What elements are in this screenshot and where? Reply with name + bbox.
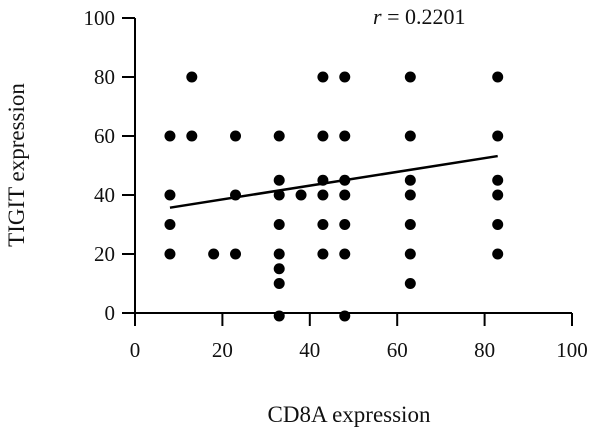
- y-tick-label: 40: [94, 183, 115, 207]
- x-tick-label: 0: [130, 338, 141, 362]
- data-point: [492, 174, 504, 186]
- y-tick-label: 80: [94, 65, 115, 89]
- data-point: [186, 130, 198, 142]
- data-point: [186, 71, 198, 83]
- data-point: [208, 248, 220, 260]
- trendline-group: [169, 154, 498, 209]
- x-ticks: 0 20 40 60 80 100: [130, 313, 588, 362]
- data-point: [339, 130, 351, 142]
- data-point: [317, 219, 329, 230]
- trendline: [169, 154, 498, 209]
- x-tick-label: 80: [474, 338, 495, 362]
- data-point: [230, 130, 242, 142]
- y-tick-label: 100: [84, 6, 116, 30]
- data-point: [339, 174, 351, 186]
- data-point: [492, 71, 504, 83]
- data-point: [492, 189, 504, 201]
- y-tick-label: 0: [105, 301, 116, 325]
- data-point: [317, 248, 329, 260]
- correlation-symbol: r: [373, 4, 382, 29]
- data-point: [339, 71, 351, 83]
- data-point: [404, 278, 416, 289]
- data-point: [339, 310, 351, 322]
- x-tick-label: 40: [299, 338, 320, 362]
- data-point: [404, 248, 416, 260]
- data-point: [404, 130, 416, 142]
- data-points: [164, 71, 504, 322]
- data-point: [339, 219, 351, 230]
- data-point: [404, 174, 416, 186]
- correlation-annotation: r = 0.2201: [373, 4, 465, 29]
- data-point: [230, 189, 242, 201]
- data-point: [492, 248, 504, 260]
- x-tick-label: 20: [212, 338, 233, 362]
- data-point: [164, 130, 176, 142]
- data-point: [317, 174, 329, 186]
- data-point: [164, 189, 176, 201]
- y-ticks: 0 20 40 60 80 100: [84, 6, 135, 325]
- data-point: [404, 189, 416, 201]
- data-point: [273, 278, 285, 289]
- data-point: [273, 130, 285, 142]
- data-point: [339, 189, 351, 201]
- data-point: [317, 130, 329, 142]
- data-point: [164, 219, 176, 230]
- data-point: [273, 219, 285, 230]
- data-point: [317, 189, 329, 201]
- data-point: [404, 71, 416, 83]
- axes: [134, 18, 572, 314]
- correlation-value: = 0.2201: [382, 4, 466, 29]
- data-point: [492, 130, 504, 142]
- x-tick-label: 100: [556, 338, 588, 362]
- data-point: [273, 263, 285, 275]
- y-tick-label: 60: [94, 124, 115, 148]
- data-point: [273, 174, 285, 186]
- data-point: [339, 248, 351, 260]
- data-point: [273, 310, 285, 322]
- data-point: [273, 248, 285, 260]
- data-point: [164, 248, 176, 260]
- data-point: [230, 248, 242, 260]
- data-point: [273, 189, 285, 201]
- data-point: [404, 219, 416, 230]
- y-axis-label: TIGIT expression: [4, 83, 29, 247]
- y-tick-label: 20: [94, 242, 115, 266]
- data-point: [492, 219, 504, 230]
- x-axis-label: CD8A expression: [268, 402, 431, 427]
- data-point: [295, 189, 307, 201]
- x-tick-label: 60: [387, 338, 408, 362]
- data-point: [317, 71, 329, 83]
